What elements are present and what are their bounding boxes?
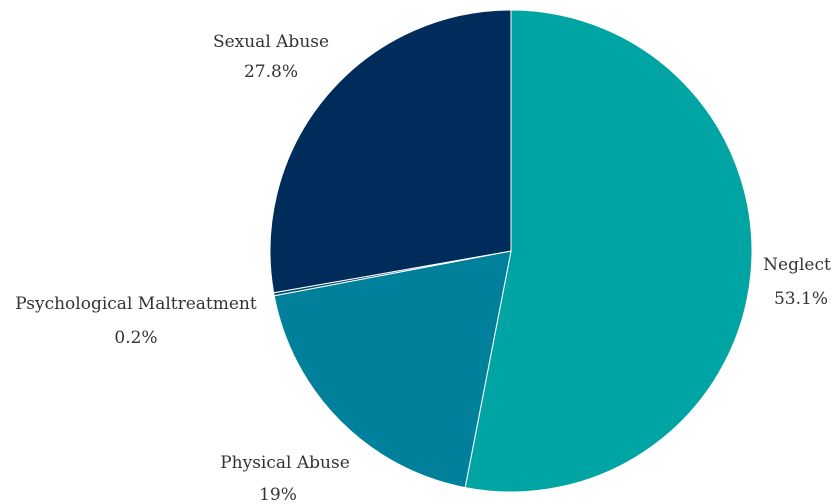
pie-slice-physical-abuse [273, 250, 512, 489]
slice-label-sexual-abuse-name: Sexual Abuse [213, 32, 329, 52]
slice-label-neglect-name: Neglect [763, 255, 831, 275]
pie-labels: Neglect 53.1% Physical Abuse 19% Psychol… [15, 32, 831, 504]
slice-label-psychological-maltreatment-name: Psychological Maltreatment [15, 294, 257, 314]
slice-label-neglect-value: 53.1% [774, 289, 828, 309]
pie-slice-sexual-abuse [269, 9, 512, 294]
slice-label-physical-abuse-value: 19% [259, 485, 297, 504]
pie-slice-neglect [464, 9, 753, 493]
slice-label-physical-abuse-name: Physical Abuse [220, 453, 350, 473]
pie-slices [269, 9, 753, 493]
slice-label-psychological-maltreatment-value: 0.2% [114, 328, 157, 348]
slice-label-sexual-abuse-value: 27.8% [244, 62, 298, 82]
